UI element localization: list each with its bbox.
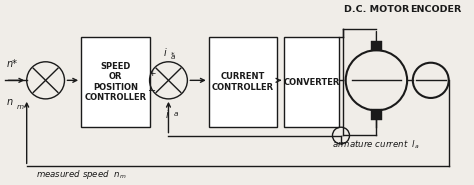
Text: n: n <box>6 97 12 107</box>
Text: m: m <box>16 104 23 110</box>
Text: a: a <box>171 54 175 60</box>
Text: CONVERTER: CONVERTER <box>283 78 340 87</box>
FancyBboxPatch shape <box>81 37 150 127</box>
Text: SPEED
OR
POSITION
CONTROLLER: SPEED OR POSITION CONTROLLER <box>84 62 146 102</box>
Text: $-$: $-$ <box>147 84 156 94</box>
FancyBboxPatch shape <box>371 110 382 120</box>
Text: D.C. MOTOR: D.C. MOTOR <box>344 5 409 14</box>
FancyBboxPatch shape <box>209 37 277 127</box>
Text: i: i <box>164 48 166 58</box>
Text: ENCODER: ENCODER <box>410 5 461 14</box>
Text: n*: n* <box>6 60 18 70</box>
Text: *: * <box>171 51 174 57</box>
FancyBboxPatch shape <box>371 41 382 51</box>
Text: +: + <box>148 69 155 78</box>
Text: armature current  $\it{l}_a$: armature current $\it{l}_a$ <box>331 138 419 151</box>
Text: measured speed  $\it{n}_m$: measured speed $\it{n}_m$ <box>36 169 127 181</box>
Text: CURRENT
CONTROLLER: CURRENT CONTROLLER <box>212 73 274 92</box>
FancyBboxPatch shape <box>284 37 338 127</box>
Text: a: a <box>174 111 179 117</box>
Text: i: i <box>166 110 169 120</box>
